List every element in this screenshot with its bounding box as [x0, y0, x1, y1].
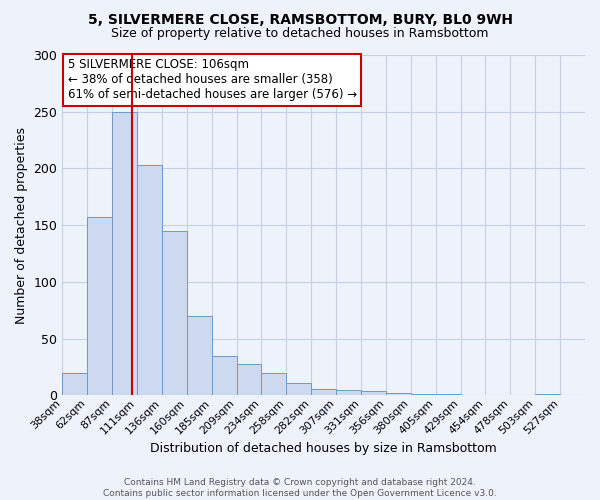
- Bar: [162, 231, 187, 396]
- Bar: [112, 112, 137, 396]
- Text: Size of property relative to detached houses in Ramsbottom: Size of property relative to detached ho…: [111, 28, 489, 40]
- Bar: [137, 165, 162, 396]
- Bar: [311, 388, 336, 396]
- Bar: [187, 316, 212, 396]
- Bar: [87, 218, 112, 396]
- Bar: [262, 373, 286, 396]
- Bar: [236, 364, 262, 396]
- Text: Contains HM Land Registry data © Crown copyright and database right 2024.
Contai: Contains HM Land Registry data © Crown c…: [103, 478, 497, 498]
- Bar: [62, 373, 87, 396]
- Bar: [436, 394, 461, 396]
- Text: 5 SILVERMERE CLOSE: 106sqm
← 38% of detached houses are smaller (358)
61% of sem: 5 SILVERMERE CLOSE: 106sqm ← 38% of deta…: [68, 58, 356, 102]
- Bar: [286, 383, 311, 396]
- Bar: [361, 391, 386, 396]
- Y-axis label: Number of detached properties: Number of detached properties: [15, 126, 28, 324]
- Text: 5, SILVERMERE CLOSE, RAMSBOTTOM, BURY, BL0 9WH: 5, SILVERMERE CLOSE, RAMSBOTTOM, BURY, B…: [88, 12, 512, 26]
- Bar: [386, 393, 411, 396]
- Bar: [411, 394, 436, 396]
- Bar: [535, 394, 560, 396]
- X-axis label: Distribution of detached houses by size in Ramsbottom: Distribution of detached houses by size …: [150, 442, 497, 455]
- Bar: [212, 356, 236, 396]
- Bar: [336, 390, 361, 396]
